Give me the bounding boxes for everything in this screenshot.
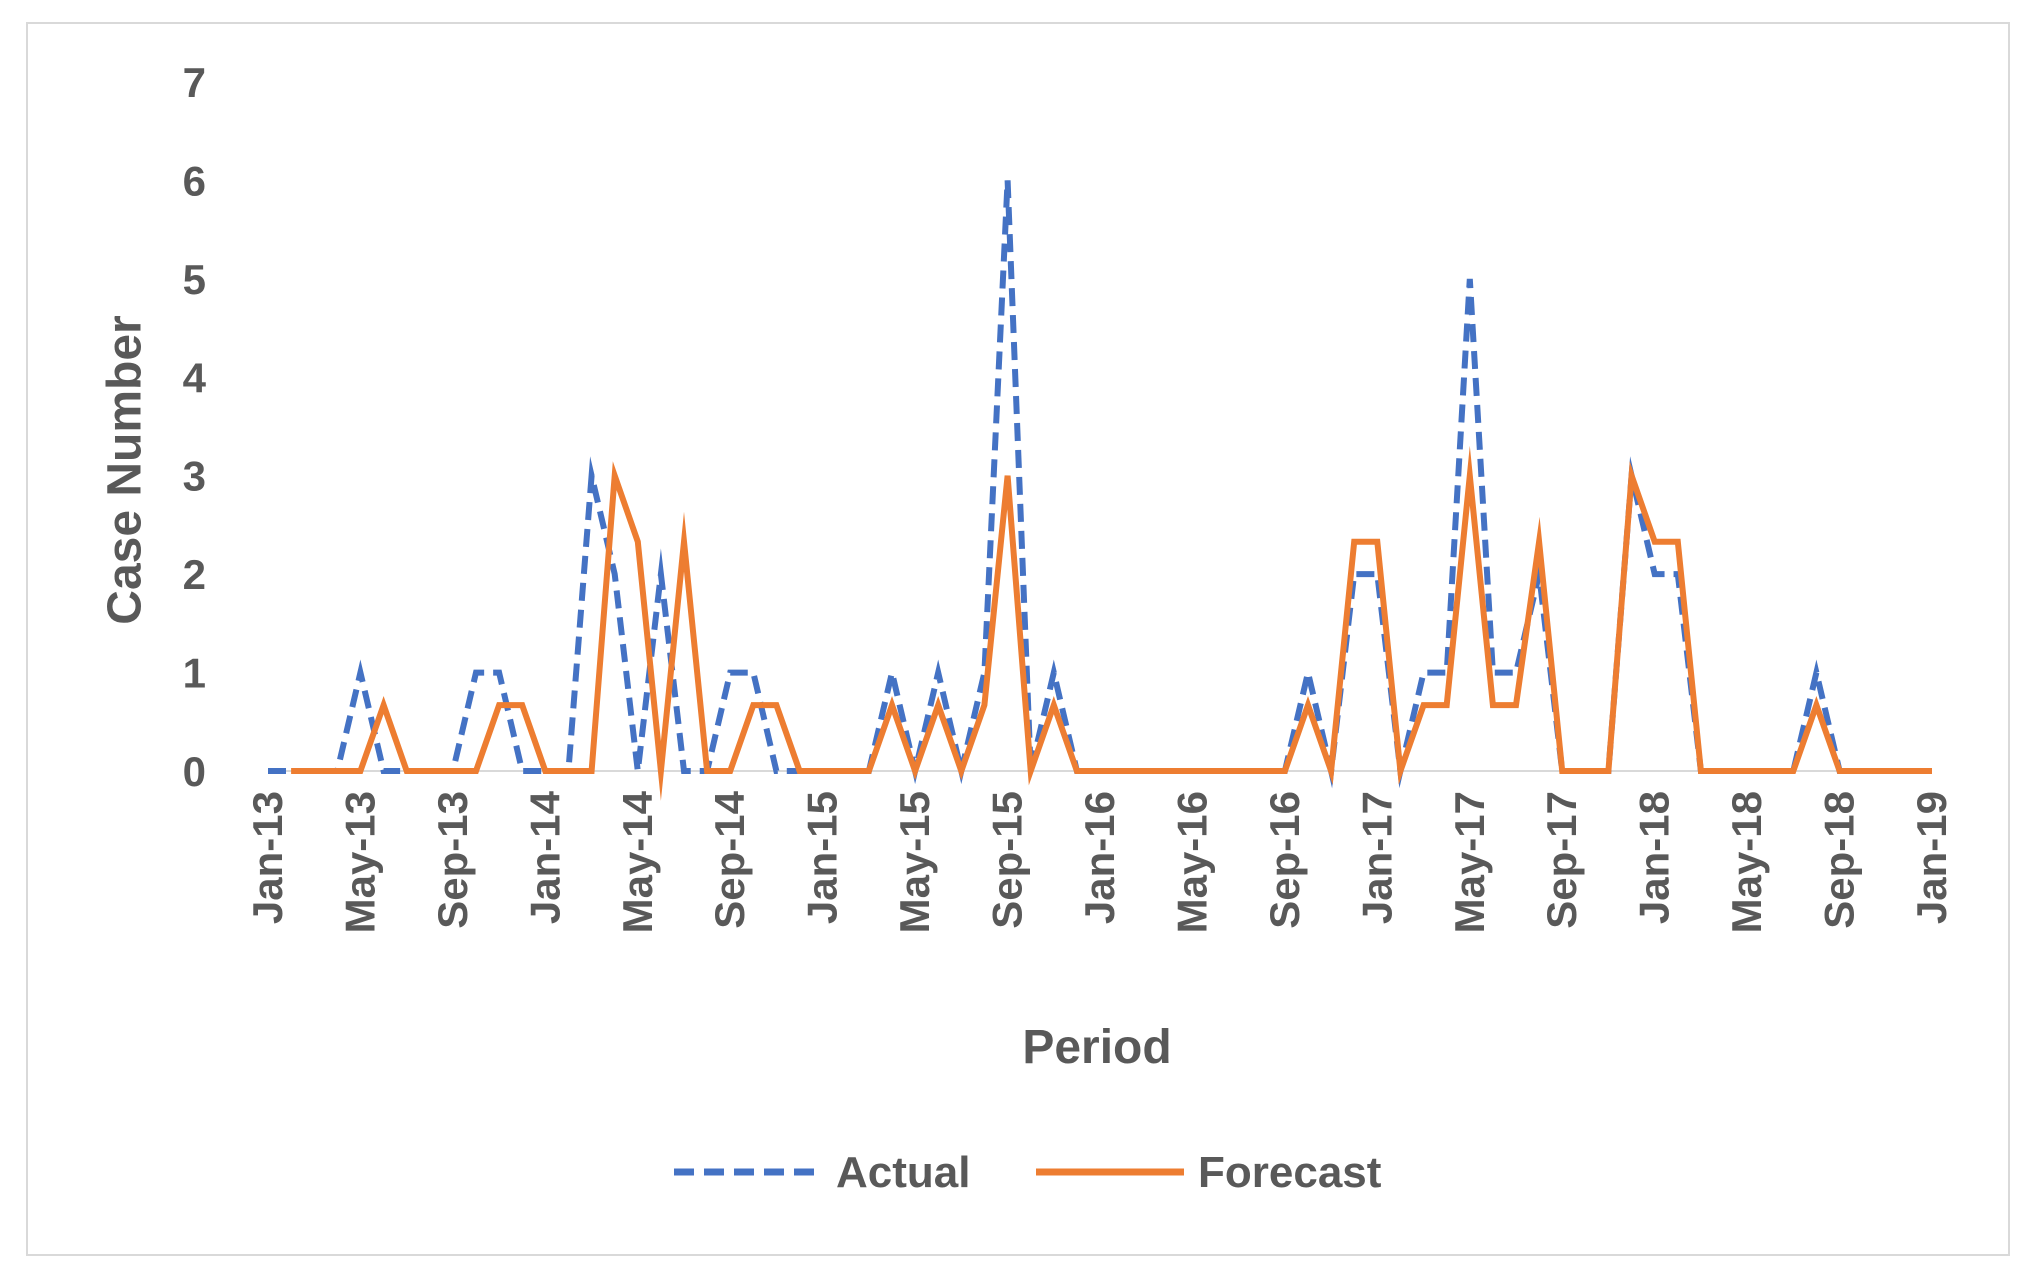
y-axis-title: Case Number	[99, 315, 152, 624]
x-tick-label: Jan-16	[1076, 791, 1123, 924]
x-tick-label: Jan-18	[1631, 791, 1678, 924]
y-tick-label: 0	[183, 748, 206, 795]
series-line-forecast	[291, 445, 1932, 801]
y-tick-label: 4	[183, 354, 207, 401]
y-tick-label: 6	[183, 157, 206, 204]
y-tick-label: 5	[183, 256, 206, 303]
legend-label-actual: Actual	[836, 1148, 970, 1197]
x-tick-label: May-18	[1723, 791, 1770, 933]
x-tick-label: May-16	[1168, 791, 1215, 933]
legend: Actual Forecast	[674, 1148, 1382, 1197]
x-tick-label: Sep-17	[1538, 791, 1585, 929]
x-axis-title: Period	[1022, 1021, 1171, 1074]
x-tick-label: Jan-17	[1353, 791, 1400, 924]
y-tick-label: 7	[183, 59, 206, 106]
series-layer	[268, 180, 1932, 801]
x-axis-ticks: Jan-13 May-13 Sep-13 Jan-14 May-14 Sep-14 Jan-…	[244, 790, 1955, 933]
y-tick-label: 1	[183, 650, 206, 697]
x-tick-label: Sep-13	[429, 791, 476, 929]
y-tick-label: 2	[183, 551, 206, 598]
legend-label-forecast: Forecast	[1198, 1148, 1382, 1197]
x-tick-label: May-13	[336, 791, 383, 933]
x-tick-label: May-17	[1446, 791, 1493, 933]
x-tick-label: Sep-16	[1261, 791, 1308, 929]
y-tick-label: 3	[183, 453, 206, 500]
x-tick-label: Sep-14	[706, 790, 753, 928]
y-axis-ticks: 0 1 2 3 4 5 6 7	[183, 59, 207, 795]
x-tick-label: Jan-13	[244, 791, 291, 924]
x-tick-label: Sep-15	[984, 791, 1031, 929]
x-tick-label: May-14	[614, 790, 661, 933]
x-tick-label: Jan-19	[1908, 791, 1955, 924]
x-tick-label: Sep-18	[1816, 791, 1863, 929]
x-tick-label: May-15	[891, 791, 938, 933]
x-tick-label: Jan-14	[521, 790, 568, 924]
series-line-actual	[268, 180, 1932, 797]
x-tick-label: Jan-15	[799, 791, 846, 924]
